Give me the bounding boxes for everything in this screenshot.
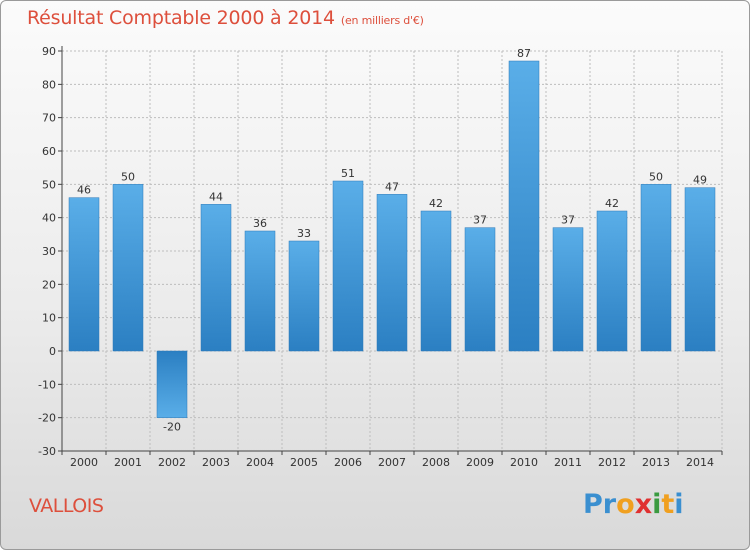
x-tick-label: 2008 [422, 456, 450, 469]
x-tick-label: 2005 [290, 456, 318, 469]
y-tick-label: -30 [38, 445, 56, 458]
data-label: 47 [385, 180, 399, 193]
bars [68, 60, 716, 418]
bar [684, 187, 716, 352]
data-label: 49 [693, 174, 707, 187]
logo-letter: x [634, 489, 653, 520]
y-tick-label: 50 [42, 178, 56, 191]
bar [156, 350, 188, 418]
bar [596, 210, 628, 352]
x-tick-label: 2011 [554, 456, 582, 469]
grid-lines [61, 50, 723, 452]
x-tick-label: 2007 [378, 456, 406, 469]
bar [508, 60, 540, 352]
logo-letter: t [661, 489, 675, 520]
x-tick-label: 2012 [598, 456, 626, 469]
proxiti-logo: Proxiti [583, 489, 684, 520]
bar [640, 184, 672, 352]
y-tick-label: -20 [38, 412, 56, 425]
commune-name: VALLOIS [29, 495, 104, 517]
y-tick-label: 70 [42, 112, 56, 125]
x-tick-label: 2009 [466, 456, 494, 469]
y-tick-label: 0 [49, 345, 56, 358]
y-tick-label: 10 [42, 312, 56, 325]
x-tick-label: 2000 [70, 456, 98, 469]
bar [376, 194, 408, 352]
data-labels: 46 50 -20 44 36 33 51 47 42 37 87 37 42 50 49 [77, 47, 707, 434]
data-label: 46 [77, 184, 91, 197]
x-tick-label: 2013 [642, 456, 670, 469]
y-tick-label: 30 [42, 245, 56, 258]
bar [552, 227, 584, 352]
logo-letter: r [602, 489, 617, 520]
logo-letter: i [652, 489, 662, 520]
x-tick-label: 2001 [114, 456, 142, 469]
x-tick-label: 2002 [158, 456, 186, 469]
data-label: 42 [429, 197, 443, 210]
y-tick-label: 60 [42, 145, 56, 158]
bar [68, 197, 100, 352]
data-label: -20 [163, 421, 181, 434]
x-tick-label: 2014 [686, 456, 714, 469]
bar [112, 184, 144, 352]
data-label: 37 [473, 214, 487, 227]
data-label: 36 [253, 217, 267, 230]
data-label: 37 [561, 214, 575, 227]
x-tick-label: 2010 [510, 456, 538, 469]
bar [420, 210, 452, 352]
bar [244, 230, 276, 352]
logo-letter: i [674, 489, 684, 520]
x-tick-label: 2003 [202, 456, 230, 469]
bar [200, 204, 232, 352]
bar [332, 180, 364, 352]
data-label: 51 [341, 167, 355, 180]
y-tick-label: 40 [42, 212, 56, 225]
chart-subtitle: (en milliers d'€) [340, 14, 424, 27]
logo-letter: P [583, 489, 603, 520]
data-label: 50 [121, 170, 135, 183]
bar [464, 227, 496, 352]
bar [288, 240, 320, 352]
data-label: 33 [297, 227, 311, 240]
data-label: 44 [209, 190, 223, 203]
data-label: 42 [605, 197, 619, 210]
chart-title-text: Résultat Comptable 2000 à 2014 [27, 7, 335, 29]
y-tick-label: 90 [42, 45, 56, 58]
y-tick-label: -10 [38, 378, 56, 391]
chart-title: Résultat Comptable 2000 à 2014 (en millie… [27, 7, 424, 29]
data-label: 50 [649, 170, 663, 183]
data-label: 87 [517, 47, 531, 60]
y-tick-label: 20 [42, 278, 56, 291]
logo-letter: o [616, 489, 635, 520]
y-tick-label: 80 [42, 78, 56, 91]
x-tick-label: 2006 [334, 456, 362, 469]
x-tick-label: 2004 [246, 456, 274, 469]
